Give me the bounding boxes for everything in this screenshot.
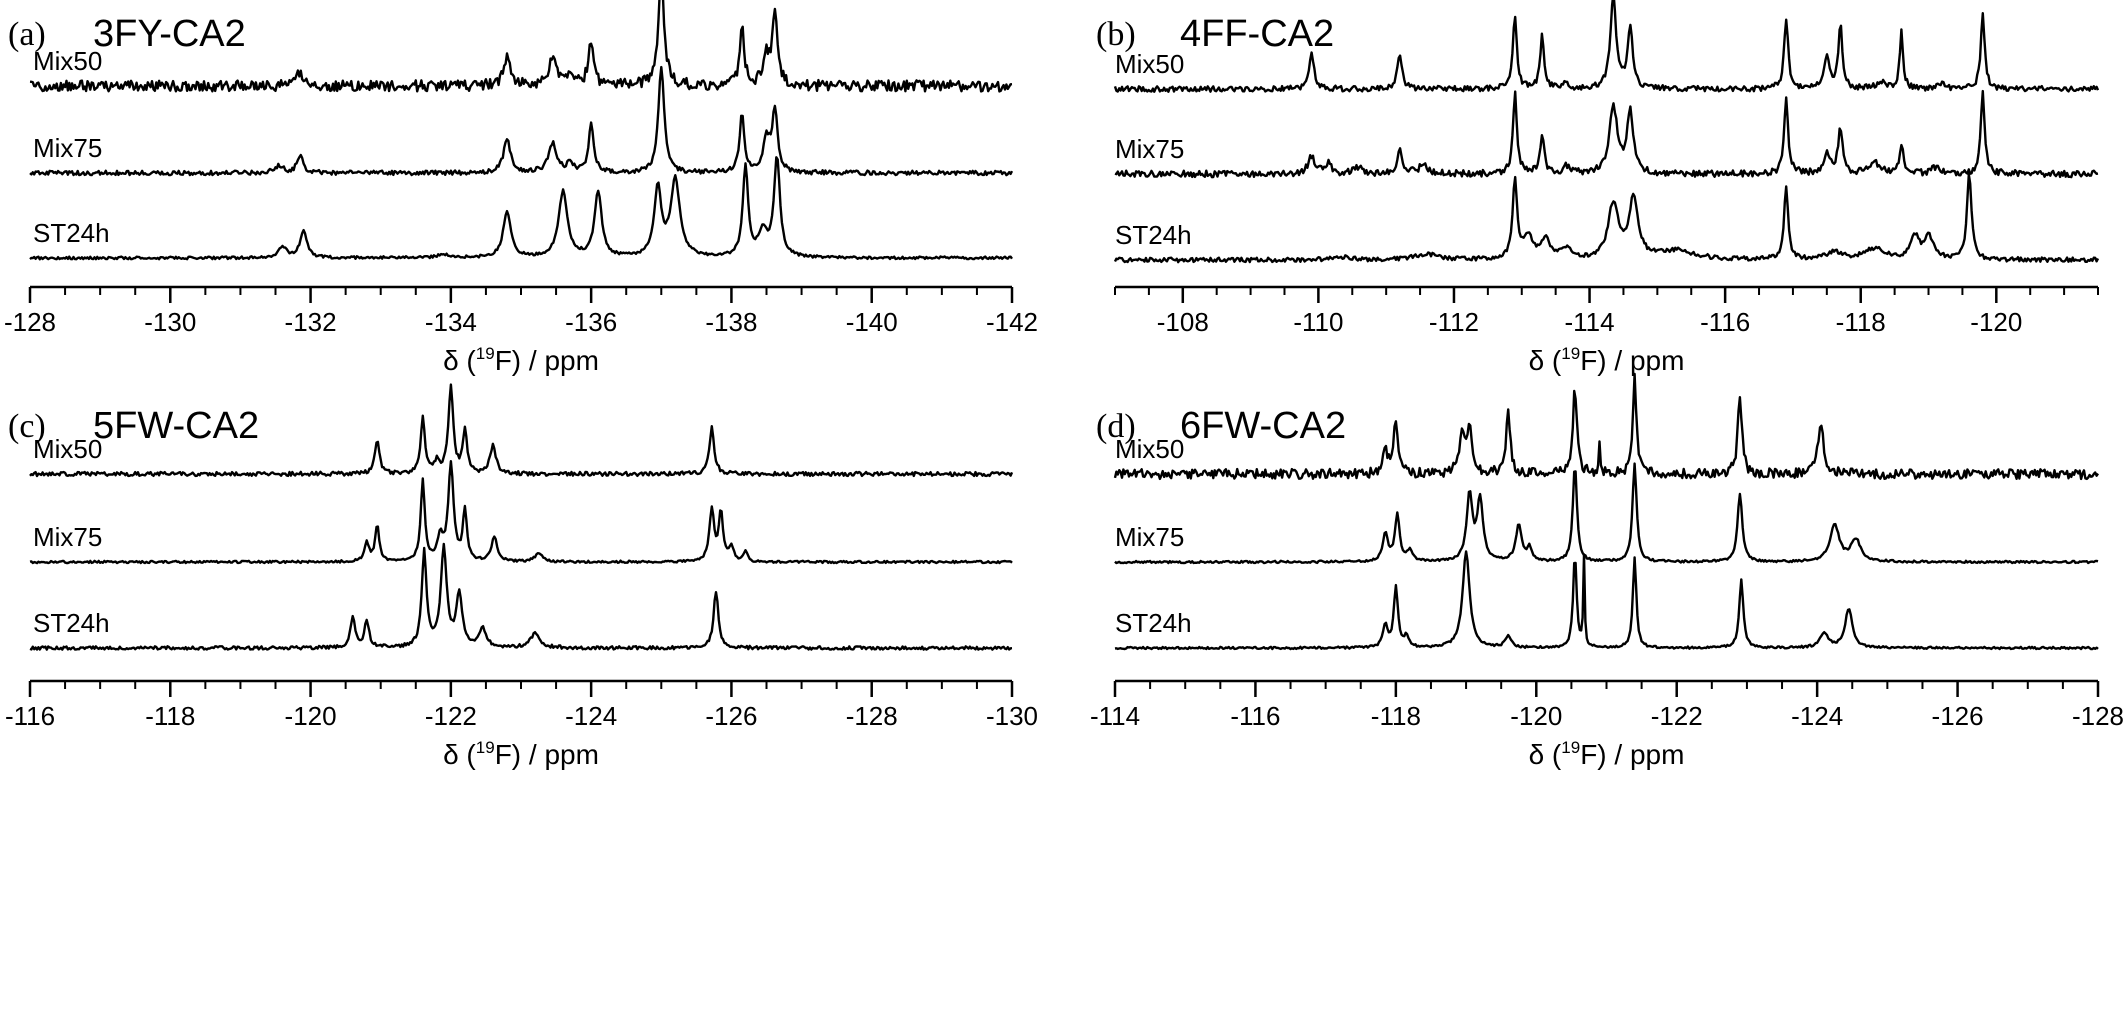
x-tick-label: -126: [1932, 701, 1984, 731]
panel-title: 6FW-CA2: [1180, 405, 1346, 447]
x-tick-label: -116: [1700, 307, 1750, 337]
x-tick-label: -126: [705, 701, 757, 731]
x-tick-label: -132: [285, 307, 337, 337]
spectrum-trace-mix50: [29, 0, 1013, 93]
x-tick-label: -140: [846, 307, 898, 337]
x-tick-label: -136: [565, 307, 617, 337]
x-tick-label: -128: [2072, 701, 2124, 731]
x-tick-label: -118: [145, 701, 195, 731]
x-tick-label: -130: [986, 701, 1038, 731]
trace-label: Mix75: [1115, 522, 1184, 552]
x-tick-label: -134: [425, 307, 477, 337]
spectrum-trace-mix75: [29, 460, 1013, 565]
x-tick-label: -142: [986, 307, 1038, 337]
x-tick-label: -118: [1371, 701, 1421, 731]
panel-title: 3FY-CA2: [93, 13, 246, 55]
trace-label: ST24h: [33, 608, 110, 638]
spectrum-trace-mix75: [1114, 462, 2099, 565]
panel-letter: (a): [8, 16, 46, 53]
trace-label: Mix50: [33, 46, 102, 76]
x-tick-label: -120: [1970, 307, 2022, 337]
x-tick-label: -124: [565, 701, 617, 731]
x-tick-label: -128: [4, 307, 56, 337]
spectrum-trace-mix50: [1113, 372, 2099, 481]
trace-label: Mix75: [33, 522, 102, 552]
spectrum-trace-st24h: [1114, 550, 2099, 651]
x-tick-label: -118: [1836, 307, 1886, 337]
x-tick-label: -130: [144, 307, 196, 337]
panel-letter: (c): [8, 408, 46, 445]
spectrum-trace-mix50: [29, 383, 1014, 478]
x-tick-label: -116: [1230, 701, 1280, 731]
spectrum-trace-st24h: [29, 156, 1013, 261]
trace-label: Mix50: [33, 434, 102, 464]
x-axis-label: δ (19F) / ppm: [443, 344, 599, 376]
spectrum-trace-mix75: [1114, 89, 2099, 179]
trace-label: ST24h: [1115, 220, 1192, 250]
trace-label: Mix75: [1115, 134, 1184, 164]
panel-title: 4FF-CA2: [1180, 13, 1334, 55]
trace-label: ST24h: [1115, 608, 1192, 638]
x-tick-label: -128: [846, 701, 898, 731]
x-tick-label: -124: [1791, 701, 1843, 731]
trace-label: Mix50: [1115, 49, 1184, 79]
spectrum-trace-st24h: [1113, 173, 2100, 264]
x-tick-label: -120: [1510, 701, 1562, 731]
panel-letter: (d): [1096, 408, 1136, 445]
x-tick-label: -110: [1293, 307, 1343, 337]
trace-label: Mix50: [1115, 434, 1184, 464]
spectrum-trace-mix75: [29, 65, 1014, 177]
x-tick-label: -122: [1651, 701, 1703, 731]
x-tick-label: -114: [1564, 307, 1614, 337]
x-axis-label: δ (19F) / ppm: [1529, 738, 1685, 770]
x-tick-label: -116: [5, 701, 55, 731]
trace-label: Mix75: [33, 133, 102, 163]
x-axis-label: δ (19F) / ppm: [1529, 344, 1685, 376]
panel-title: 5FW-CA2: [93, 405, 259, 447]
spectrum-trace-st24h: [29, 542, 1013, 651]
x-tick-label: -112: [1429, 307, 1479, 337]
x-tick-label: -114: [1090, 701, 1140, 731]
x-tick-label: -120: [285, 701, 337, 731]
x-tick-label: -122: [425, 701, 477, 731]
x-tick-label: -138: [705, 307, 757, 337]
x-tick-label: -108: [1157, 307, 1209, 337]
trace-label: ST24h: [33, 218, 110, 248]
panel-letter: (b): [1096, 16, 1136, 53]
x-axis-label: δ (19F) / ppm: [443, 738, 599, 770]
spectrum-trace-mix50: [1113, 0, 2100, 93]
